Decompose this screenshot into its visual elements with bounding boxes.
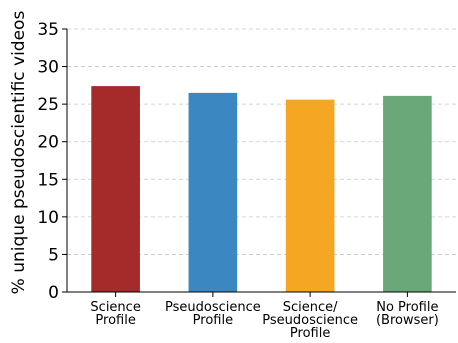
y-tick-label: 30 (37, 58, 59, 78)
y-tick-label: 10 (37, 208, 59, 228)
axes (66, 29, 456, 293)
y-axis-title: % unique pseudoscientific videos (9, 11, 29, 295)
bar (285, 99, 335, 293)
bars (91, 86, 432, 293)
y-tick-label: 0 (48, 283, 59, 303)
x-tick-label: Science/Pseudoscience Profile (262, 300, 358, 341)
y-tick-label: 5 (48, 245, 59, 265)
y-tick-label: 35 (37, 20, 59, 40)
x-ticks: Science Profile Pseudoscience ProfileScienc… (90, 292, 439, 341)
y-ticks: 0 5 10 15 20 25 30 35 (37, 20, 67, 303)
x-tick-label: No Profile (Browser) (376, 300, 439, 328)
bar (188, 92, 238, 292)
y-tick-label: 15 (37, 170, 59, 190)
y-tick-label: 20 (37, 133, 59, 153)
y-tick-label: 25 (37, 95, 59, 115)
bar (91, 86, 140, 292)
bar (383, 95, 432, 293)
x-tick-label: Pseudoscience Profile (165, 300, 261, 328)
x-tick-label: Science Profile (90, 300, 140, 328)
